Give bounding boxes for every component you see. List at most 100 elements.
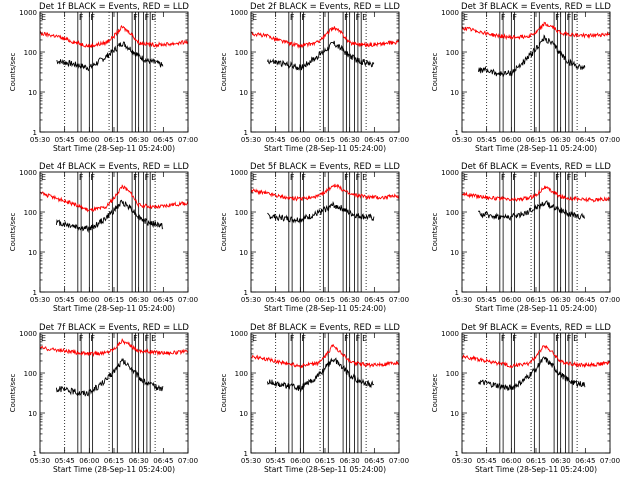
region-label: F: [79, 13, 84, 22]
events-series-line: [56, 41, 164, 72]
x-tick-label: 07:00: [178, 457, 198, 465]
y-tick-label: 1: [244, 289, 248, 297]
y-tick-label: 1: [455, 129, 459, 137]
y-tick-label: 100: [24, 370, 37, 378]
panel-title: Det 3f BLACK = Events, RED = LLD: [461, 2, 611, 12]
region-label: E: [362, 334, 367, 343]
region-label: E: [252, 173, 257, 182]
y-tick-label: 100: [446, 370, 459, 378]
region-label: F: [290, 334, 295, 343]
y-axis-title: Counts/sec: [9, 213, 17, 252]
x-axis-title: Start Time (28-Sep-11 05:24:00): [475, 304, 597, 313]
region-label: F: [344, 334, 349, 343]
x-tick-label: 06:30: [340, 296, 360, 304]
region-label: E: [151, 13, 156, 22]
x-tick-label: 06:30: [129, 457, 149, 465]
region-label: F: [145, 13, 150, 22]
plot-frame: [250, 332, 400, 454]
x-tick-label: 06:45: [153, 296, 173, 304]
x-tick-label: 07:00: [389, 136, 409, 144]
x-tick-label: 06:30: [340, 457, 360, 465]
x-tick-label: 05:45: [477, 136, 497, 144]
x-tick-label: 07:00: [178, 136, 198, 144]
x-tick-label: 06:30: [129, 296, 149, 304]
region-label: F: [145, 334, 150, 343]
x-tick-label: 07:00: [389, 457, 409, 465]
plot-frame: [250, 171, 400, 293]
x-tick-label: 06:00: [501, 136, 521, 144]
events-series-line: [266, 40, 375, 71]
x-tick-label: 06:15: [315, 136, 335, 144]
events-series-line: [478, 200, 586, 221]
x-tick-label: 05:45: [55, 457, 75, 465]
y-tick-label: 1000: [441, 9, 459, 17]
lld-series-line: [462, 185, 610, 203]
x-tick-label: 06:45: [575, 457, 595, 465]
y-tick-label: 1000: [441, 330, 459, 338]
x-tick-label: 06:30: [551, 296, 571, 304]
region-label: F: [301, 13, 306, 22]
region-label: F: [344, 173, 349, 182]
y-tick-label: 100: [235, 209, 248, 217]
plot-frame: [461, 332, 611, 454]
x-tick-label: 06:30: [551, 136, 571, 144]
y-tick-label: 100: [235, 370, 248, 378]
events-series-line: [55, 357, 164, 397]
x-axis-title: Start Time (28-Sep-11 05:24:00): [53, 144, 175, 153]
x-tick-label: 06:15: [104, 296, 124, 304]
x-tick-label: 05:45: [477, 296, 497, 304]
x-tick-label: 06:00: [79, 136, 99, 144]
x-tick-label: 05:45: [266, 136, 286, 144]
region-label: E: [573, 173, 578, 182]
x-axis-title: Start Time (28-Sep-11 05:24:00): [264, 144, 386, 153]
region-label: F: [501, 334, 506, 343]
region-label: F: [79, 334, 84, 343]
events-series-line: [55, 199, 164, 233]
y-tick-label: 1: [244, 450, 248, 458]
region-label: E: [573, 334, 578, 343]
x-tick-label: 07:00: [389, 296, 409, 304]
x-tick-label: 06:00: [290, 296, 310, 304]
plot-area: [462, 12, 610, 132]
events-series-line: [477, 34, 586, 77]
y-tick-label: 10: [239, 249, 248, 257]
x-tick-label: 06:45: [575, 136, 595, 144]
panel-title: Det 4f BLACK = Events, RED = LLD: [39, 162, 189, 172]
region-label: F: [555, 173, 560, 182]
x-axis-title: Start Time (28-Sep-11 05:24:00): [53, 304, 175, 313]
region-label: F: [512, 334, 517, 343]
x-tick-label: 07:00: [600, 296, 620, 304]
x-tick-label: 07:00: [178, 296, 198, 304]
x-tick-label: 06:00: [79, 457, 99, 465]
y-tick-label: 10: [450, 410, 459, 418]
plot-frame: [39, 11, 189, 133]
region-label: F: [301, 334, 306, 343]
region-label: F: [90, 13, 95, 22]
region-label: F: [79, 173, 84, 182]
x-tick-label: 07:00: [600, 457, 620, 465]
x-tick-label: 06:00: [501, 457, 521, 465]
y-tick-label: 100: [235, 49, 248, 57]
x-tick-label: 06:45: [153, 457, 173, 465]
plot-frame: [39, 171, 189, 293]
x-tick-label: 06:15: [104, 457, 124, 465]
region-label: E: [362, 173, 367, 182]
y-tick-label: 100: [446, 209, 459, 217]
y-tick-label: 1000: [230, 9, 248, 17]
region-label: E: [463, 13, 468, 22]
y-axis-title: Counts/sec: [431, 374, 439, 413]
events-series-line: [267, 201, 375, 224]
lld-series-line: [251, 183, 399, 202]
x-tick-label: 05:30: [452, 296, 472, 304]
lld-series-line: [40, 184, 188, 213]
region-label: F: [290, 173, 295, 182]
x-tick-label: 05:30: [30, 457, 50, 465]
y-tick-label: 1000: [230, 169, 248, 177]
y-tick-label: 1000: [19, 330, 37, 338]
x-tick-label: 05:30: [241, 457, 261, 465]
plot-area: [462, 333, 610, 453]
lld-series-line: [40, 338, 188, 358]
